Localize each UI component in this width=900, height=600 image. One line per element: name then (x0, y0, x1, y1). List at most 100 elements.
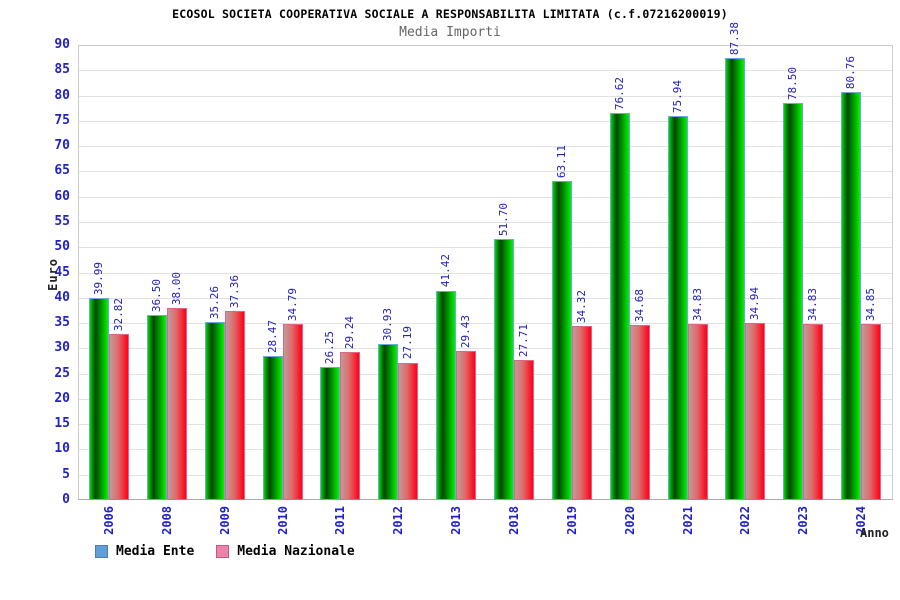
gridline (79, 95, 892, 97)
y-axis-label: Euro (46, 258, 60, 291)
bar-value-label: 34.85 (864, 287, 878, 321)
y-tick-label: 45 (54, 264, 70, 280)
bar-value-label: 30.93 (381, 307, 395, 341)
y-tick-label: 60 (54, 188, 70, 204)
bar-value-label: 76.62 (612, 76, 626, 110)
y-tick-label: 70 (54, 138, 70, 154)
gridline (79, 474, 892, 476)
y-tick-label: 75 (54, 112, 70, 128)
y-tick-label: 50 (54, 239, 70, 255)
x-tick-label-2011: 2011 (333, 506, 348, 535)
y-tick-label: 35 (54, 315, 70, 331)
x-tick-label-2023: 2023 (796, 506, 811, 535)
x-tick-label-2022: 2022 (738, 506, 753, 535)
gridline (79, 297, 892, 299)
gridline (79, 221, 892, 223)
bar-media-nazionale-2023 (803, 323, 824, 500)
bar-value-label: 34.83 (806, 287, 820, 321)
bar-media-nazionale-2024 (861, 323, 882, 500)
y-tick-label: 80 (54, 87, 70, 103)
gridline (79, 146, 892, 148)
bar-media-ente-2006 (89, 297, 109, 500)
y-tick-label: 65 (54, 163, 70, 179)
x-tick-label-2018: 2018 (506, 506, 521, 535)
bar-media-ente-2019 (551, 180, 572, 500)
x-tick-label-2013: 2013 (449, 506, 464, 535)
bar-value-label: 27.19 (401, 326, 415, 360)
gridline (79, 171, 892, 173)
gridline (79, 398, 892, 400)
legend-swatch-media-nazionale-icon (216, 545, 230, 558)
x-tick-label-2008: 2008 (159, 506, 174, 535)
bar-value-label: 80.76 (844, 55, 858, 89)
x-tick-label-2006: 2006 (102, 506, 116, 535)
bar-value-label: 39.99 (92, 261, 105, 295)
bar-media-ente-2012 (378, 343, 399, 500)
bar-value-label: 51.70 (496, 202, 510, 236)
bar-value-label: 28.47 (265, 319, 279, 354)
gridline (79, 120, 892, 122)
gridline (79, 196, 892, 198)
bar-media-ente-2008 (146, 315, 167, 500)
gridline (79, 247, 892, 249)
bar-media-ente-2022 (725, 58, 746, 500)
gridline (79, 449, 892, 451)
legend-swatch-media-ente-icon (95, 545, 108, 558)
gridline (79, 323, 892, 325)
gridline (79, 348, 892, 350)
bar-value-label: 27.71 (516, 323, 530, 357)
bar-value-label: 41.42 (439, 254, 453, 288)
bar-media-nazionale-2011 (340, 352, 361, 500)
bar-media-ente-2020 (609, 112, 630, 500)
bar-media-ente-2023 (783, 103, 804, 500)
y-tick-label: 85 (54, 62, 70, 78)
gridline (79, 70, 892, 72)
x-tick-label-2010: 2010 (275, 506, 290, 535)
bar-value-label: 29.43 (459, 315, 473, 349)
bar-media-ente-2013 (436, 290, 457, 500)
bar-value-label: 75.94 (670, 79, 684, 114)
bar-media-nazionale-2022 (745, 323, 766, 500)
x-tick-label-2012: 2012 (391, 506, 406, 535)
x-tick-label-2019: 2019 (564, 506, 579, 535)
bar-value-label: 38.00 (169, 271, 183, 305)
chart-subtitle: Media Importi (399, 25, 501, 40)
bar-media-nazionale-2013 (456, 351, 477, 500)
x-tick-label-2020: 2020 (622, 506, 637, 535)
x-tick-label-2009: 2009 (217, 506, 232, 535)
bar-value-label: 78.50 (786, 67, 800, 101)
y-tick-label: 40 (54, 289, 70, 305)
bar-value-label: 34.32 (574, 290, 588, 324)
bar-media-nazionale-2010 (282, 324, 303, 500)
legend: Media Ente Media Nazionale (95, 544, 369, 559)
bar-media-ente-2021 (667, 116, 688, 500)
x-tick-label-2021: 2021 (680, 506, 695, 535)
y-tick-label: 20 (54, 390, 70, 406)
bar-media-ente-2024 (841, 91, 862, 500)
bar-media-nazionale-2020 (629, 324, 650, 500)
y-tick-label: 25 (54, 365, 70, 381)
y-tick-label: 55 (54, 213, 70, 229)
bar-media-ente-2011 (320, 367, 341, 500)
gridline (79, 424, 892, 426)
gridline (79, 272, 892, 274)
bar-media-nazionale-2018 (513, 359, 534, 500)
bar-value-label: 26.25 (323, 331, 337, 365)
gridline (79, 373, 892, 375)
bar-media-nazionale-2009 (224, 311, 245, 500)
bar-value-label: 87.38 (728, 22, 742, 56)
bar-value-label: 37.36 (227, 275, 241, 309)
legend-label-media-ente: Media Ente (116, 544, 195, 559)
bar-media-nazionale-2019 (571, 326, 592, 500)
y-tick-label: 10 (54, 441, 70, 457)
bar-value-label: 34.83 (690, 287, 704, 321)
y-tick-label: 30 (54, 340, 70, 356)
bar-media-ente-2010 (262, 356, 283, 500)
bar-media-nazionale-2021 (687, 323, 708, 500)
bar-value-label: 36.50 (149, 279, 163, 313)
bar-value-label: 34.79 (285, 288, 299, 322)
bar-media-ente-2009 (204, 321, 225, 500)
bar-media-ente-2018 (493, 238, 514, 500)
legend-label-media-nazionale: Media Nazionale (237, 544, 355, 559)
